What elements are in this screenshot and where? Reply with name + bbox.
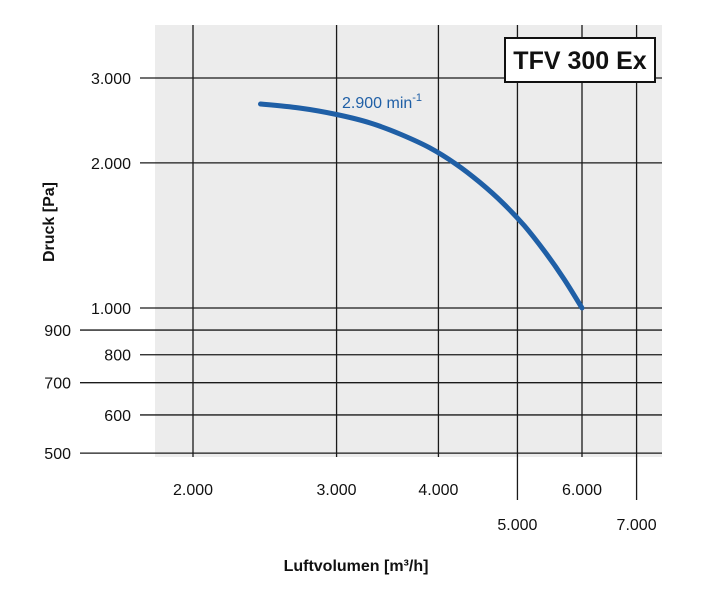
x-tick-label: 3.000 (317, 482, 357, 499)
x-tick-label: 2.000 (173, 482, 213, 499)
grid-lines (80, 25, 662, 500)
y-tick-label: 700 (44, 376, 71, 393)
y-tick-label: 3.000 (91, 71, 131, 88)
x-tick-label: 7.000 (617, 517, 657, 534)
y-tick-label: 600 (104, 408, 131, 425)
chart-title: TFV 300 Ex (513, 47, 646, 75)
x-axis-title: Luftvolumen [m³/h] (284, 558, 429, 575)
y-tick-label: 2.000 (91, 156, 131, 173)
title-frame (504, 37, 656, 83)
x-tick-label: 5.000 (497, 517, 537, 534)
y-tick-label: 900 (44, 323, 71, 340)
y-tick-label: 800 (104, 348, 131, 365)
series-curve (258, 101, 585, 311)
chart-title-box: TFV 300 Ex (504, 37, 656, 83)
y-tick-label: 1.000 (91, 301, 131, 318)
plot-area (155, 25, 662, 457)
x-tick-label: 4.000 (418, 482, 458, 499)
y-axis-title: Druck [Pa] (41, 182, 58, 262)
series-label: 2.900 min-1 (342, 92, 422, 112)
x-tick-label: 6.000 (562, 482, 602, 499)
y-tick-label: 500 (44, 446, 71, 463)
tick-labels: 2.000 3.000 4.000 5.000 6.000 7.000 3.000 2.000… (44, 71, 656, 534)
